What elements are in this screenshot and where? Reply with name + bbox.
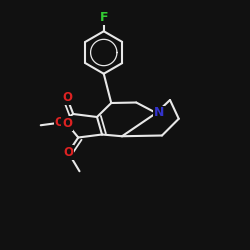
Text: F: F bbox=[100, 11, 108, 24]
Text: O: O bbox=[62, 117, 72, 130]
Text: N: N bbox=[154, 106, 164, 120]
Text: O: O bbox=[63, 146, 73, 159]
Text: O: O bbox=[62, 91, 72, 104]
Text: O: O bbox=[54, 116, 64, 129]
